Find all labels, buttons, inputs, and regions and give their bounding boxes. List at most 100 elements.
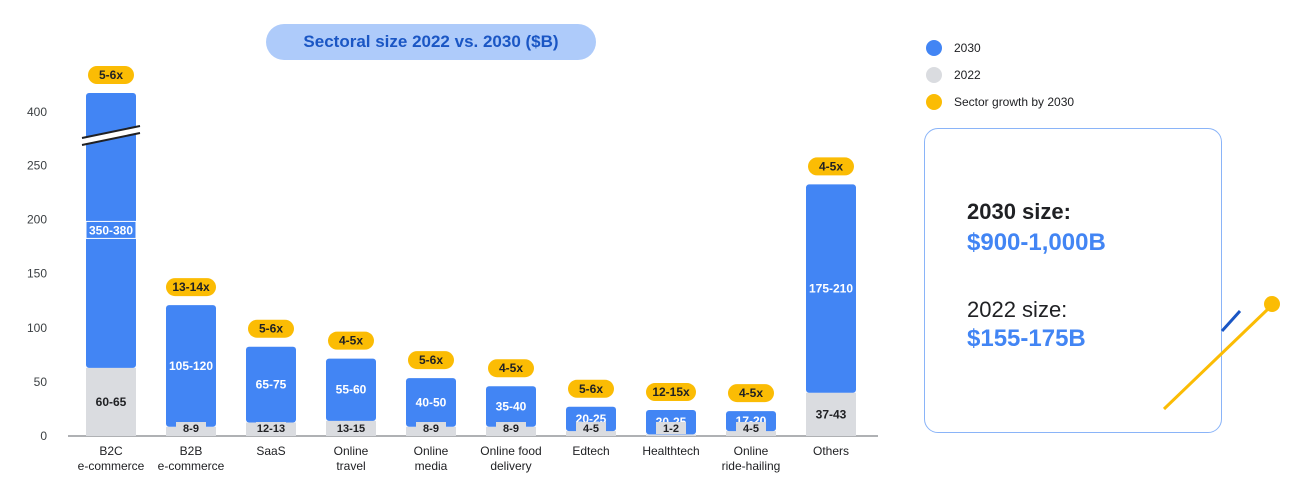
bar-2030-label: 55-60 xyxy=(336,383,367,397)
category-label: B2C xyxy=(99,444,123,458)
bar-2022-label: 4-5 xyxy=(743,423,759,435)
size-2030-label: 2030 size: xyxy=(967,199,1071,224)
bar-2030 xyxy=(246,346,296,423)
bar-2022-label: 4-5 xyxy=(583,423,599,435)
y-tick-label: 250 xyxy=(27,159,47,173)
y-tick-label: 50 xyxy=(34,375,48,389)
legend-label-2022: 2022 xyxy=(954,67,981,82)
growth-label: 5-6x xyxy=(99,68,123,82)
growth-pill xyxy=(248,319,294,338)
deco-yellow-dot xyxy=(1264,296,1280,312)
bar-2030-label: 105-120 xyxy=(169,359,213,373)
bar-2030-label: 35-40 xyxy=(496,400,527,414)
category-label: Online food xyxy=(480,444,541,458)
bar-2030 xyxy=(486,386,536,427)
sector-bar-chart: 050100150200250400350-38060-655-6xB2Ce-c… xyxy=(27,66,878,473)
y-tick-label: 400 xyxy=(27,105,47,119)
axis-break-mark xyxy=(81,132,141,146)
category-label: e-commerce xyxy=(78,459,145,473)
bar-2022-label-bg xyxy=(336,422,366,434)
growth-pill xyxy=(88,66,134,84)
bar-2022-label: 13-15 xyxy=(337,423,365,435)
legend: 2030 2022 Sector growth by 2030 xyxy=(926,34,1074,115)
bar-2030-label-bg xyxy=(85,220,137,239)
bar-2030-label: 40-50 xyxy=(416,395,447,409)
growth-label: 4-5x xyxy=(739,386,763,400)
decorative-lines xyxy=(1162,296,1280,411)
growth-pill xyxy=(328,331,374,350)
growth-label: 4-5x xyxy=(819,159,843,173)
summary-box: 2030 size: $900-1,000B 2022 size: $155-1… xyxy=(924,128,1222,433)
legend-label-growth: Sector growth by 2030 xyxy=(954,94,1075,109)
growth-label: 5-6x xyxy=(259,322,283,336)
category-label: media xyxy=(415,459,448,473)
bar-2030 xyxy=(406,378,456,427)
bar-2022-label-bg xyxy=(416,422,446,434)
growth-pill xyxy=(166,278,216,297)
bar-2022-label: 8-9 xyxy=(503,423,519,435)
bar-2030-label: 65-75 xyxy=(256,378,287,392)
growth-label: 5-6x xyxy=(579,382,603,396)
category-label: B2B xyxy=(180,444,203,458)
legend-item-2030: 2030 xyxy=(926,34,1074,61)
bar-2022 xyxy=(86,367,136,436)
bar-2022-label: 60-65 xyxy=(96,395,127,409)
bar-2022-label-bg xyxy=(256,422,286,434)
bar-2030-label: 175-210 xyxy=(809,282,853,296)
y-tick-label: 200 xyxy=(27,213,47,227)
growth-pill xyxy=(728,384,774,403)
size-2022-label: 2022 size: xyxy=(967,297,1068,322)
category-label: Online xyxy=(734,444,769,458)
category-label: travel xyxy=(336,459,365,473)
bar-2022-label-bg xyxy=(656,422,686,434)
legend-swatch-growth xyxy=(926,93,942,110)
category-label: Online xyxy=(334,444,369,458)
category-label: e-commerce xyxy=(158,459,225,473)
size-2030-value: $900-1,000B xyxy=(967,229,1106,256)
bar-2022-label-bg xyxy=(176,422,206,434)
axis-break-mark xyxy=(81,125,141,139)
bar-2022-label-bg xyxy=(496,422,526,434)
bar-2022-label: 37-43 xyxy=(816,407,847,421)
bar-2030-label: 350-380 xyxy=(89,223,133,237)
bar-2022-label: 8-9 xyxy=(423,423,439,435)
y-tick-label: 0 xyxy=(40,429,47,443)
category-label: SaaS xyxy=(256,444,285,458)
growth-label: 4-5x xyxy=(499,361,523,375)
legend-swatch-2030 xyxy=(926,39,942,56)
growth-pill xyxy=(488,359,534,378)
category-label: Edtech xyxy=(572,444,609,458)
bar-2030 xyxy=(326,358,376,421)
bar-2022-label: 12-13 xyxy=(257,423,285,435)
chart-title: Sectoral size 2022 vs. 2030 ($B) xyxy=(266,24,596,60)
y-tick-label: 100 xyxy=(27,321,47,335)
category-label: Online xyxy=(414,444,449,458)
growth-label: 12-15x xyxy=(652,385,690,399)
legend-item-growth: Sector growth by 2030 xyxy=(926,88,1074,115)
axis-break-gap xyxy=(82,126,140,145)
growth-pill xyxy=(646,383,696,402)
bar-2022-label: 1-2 xyxy=(663,423,679,435)
legend-item-2022: 2022 xyxy=(926,61,1074,88)
size-2022-value: $155-175B xyxy=(967,325,1086,352)
bar-2022-label: 8-9 xyxy=(183,423,199,435)
bar-2022 xyxy=(806,392,856,436)
deco-yellow-line xyxy=(1162,307,1270,411)
category-label: Healthtech xyxy=(642,444,699,458)
growth-label: 4-5x xyxy=(339,334,363,348)
growth-label: 13-14x xyxy=(172,280,210,294)
category-label: ride-hailing xyxy=(722,459,781,473)
bar-2030 xyxy=(166,305,216,427)
legend-swatch-2022 xyxy=(926,66,942,83)
category-label: Others xyxy=(813,444,849,458)
growth-pill xyxy=(408,351,454,370)
deco-blue-line xyxy=(1220,309,1242,333)
growth-pill xyxy=(568,379,614,398)
bar-2030 xyxy=(806,184,856,393)
growth-label: 5-6x xyxy=(419,353,443,367)
category-label: delivery xyxy=(490,459,531,473)
bar-2022-label-bg xyxy=(576,422,606,434)
legend-label-2030: 2030 xyxy=(954,40,981,55)
bar-2022 xyxy=(646,434,696,436)
y-tick-label: 150 xyxy=(27,267,47,281)
